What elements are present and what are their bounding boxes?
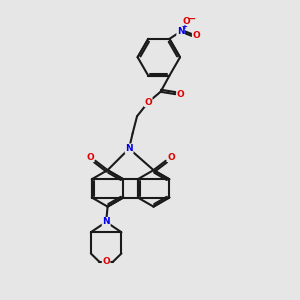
Text: +: + bbox=[181, 24, 187, 30]
Text: N: N bbox=[125, 144, 133, 153]
Text: N: N bbox=[177, 27, 184, 36]
Text: N: N bbox=[102, 218, 110, 226]
Text: O: O bbox=[192, 32, 200, 40]
Text: N: N bbox=[125, 144, 133, 153]
Text: O: O bbox=[102, 257, 110, 266]
Text: O: O bbox=[182, 17, 190, 26]
Text: O: O bbox=[144, 98, 152, 106]
Text: O: O bbox=[86, 153, 94, 162]
Text: O: O bbox=[177, 90, 184, 99]
Text: −: − bbox=[188, 14, 196, 24]
Text: O: O bbox=[167, 153, 175, 162]
Text: N: N bbox=[102, 218, 110, 226]
